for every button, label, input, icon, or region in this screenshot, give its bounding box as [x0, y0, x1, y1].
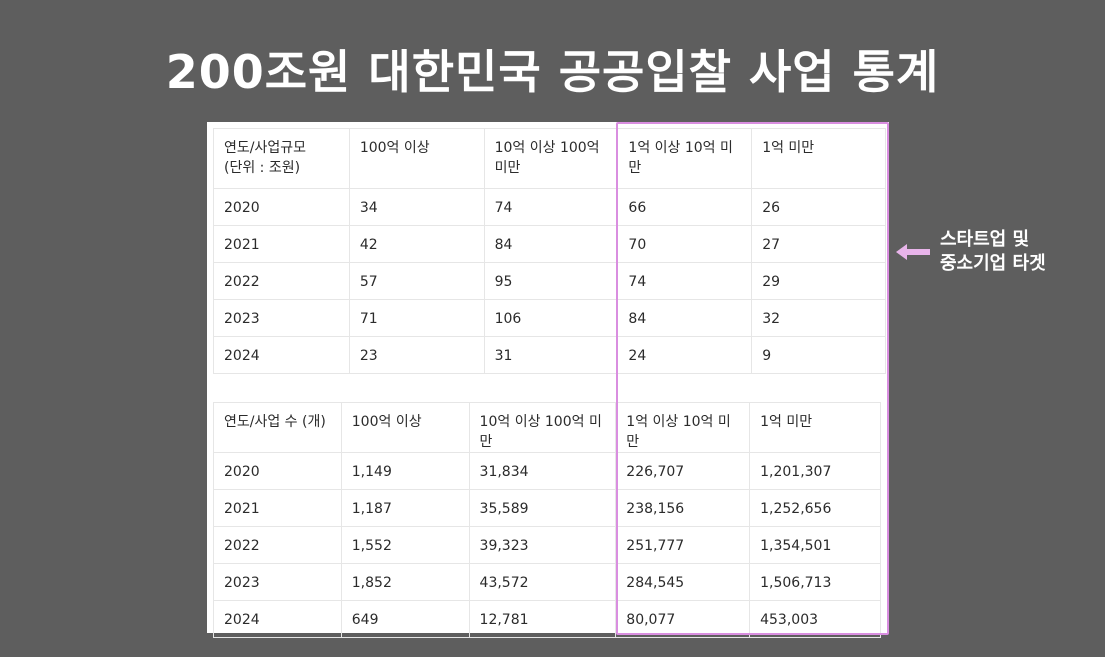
count-table-row: 2021 1,187 35,589 238,156 1,252,656 — [213, 489, 881, 527]
scale-value-cell: 84 — [617, 299, 753, 337]
count-value-cell: 1,252,656 — [749, 489, 881, 527]
scale-header-text: 100억 이상 — [359, 140, 430, 156]
callout-line-1: 스타트업 및 — [940, 229, 1030, 250]
count-year-cell: 2023 — [213, 563, 342, 601]
count-value-cell: 251,777 — [615, 526, 751, 564]
scale-value-cell: 27 — [751, 225, 886, 263]
count-value-cell: 1,149 — [340, 452, 470, 490]
scale-value-cell: 84 — [483, 225, 619, 263]
scale-value-cell: 29 — [751, 262, 886, 300]
count-table-row: 2020 1,149 31,834 226,707 1,201,307 — [213, 452, 881, 490]
count-year-cell: 2022 — [213, 526, 342, 564]
scale-value-cell: 23 — [348, 336, 485, 374]
count-header-text: 100억 이상 — [351, 414, 422, 430]
scale-value-cell: 32 — [751, 299, 886, 337]
count-value-cell: 1,201,307 — [749, 452, 881, 490]
count-value-cell: 1,354,501 — [749, 526, 881, 564]
scale-value-cell: 34 — [348, 188, 485, 226]
scale-year-cell: 2022 — [213, 262, 350, 300]
count-value-cell: 35,589 — [468, 489, 617, 527]
count-year-cell: 2020 — [213, 452, 342, 490]
scale-header-subtext: (단위 : 조원) — [224, 160, 301, 176]
count-value-cell: 80,077 — [615, 600, 751, 638]
count-table-row: 2023 1,852 43,572 284,545 1,506,713 — [213, 563, 881, 601]
scale-header-subtext: 미만 — [494, 160, 521, 176]
count-value-cell: 1,506,713 — [749, 563, 881, 601]
count-table-row: 2024 649 12,781 80,077 453,003 — [213, 600, 881, 638]
scale-header-cell: 1억 미만 — [751, 128, 886, 189]
count-value-cell: 43,572 — [468, 563, 617, 601]
count-header-cell: 10억 이상 100억 미만 — [468, 402, 617, 453]
count-year-cell: 2021 — [213, 489, 342, 527]
count-header-cell: 1억 미만 — [749, 402, 881, 453]
scale-table-row: 2021 42 84 70 27 — [213, 225, 886, 263]
scale-table-row: 2020 34 74 66 26 — [213, 188, 886, 226]
scale-year-cell: 2020 — [213, 188, 350, 226]
scale-header-text: 1억 미만 — [762, 140, 815, 156]
scale-header-row: 연도/사업규모 (단위 : 조원) 100억 이상 10억 이상 100억 미만 1억 이… — [213, 128, 886, 189]
count-header-cell: 연도/사업 수 (개) — [213, 402, 342, 453]
scale-header-text: 10억 이상 100억 — [494, 140, 600, 156]
tables-panel: 연도/사업규모 (단위 : 조원) 100억 이상 10억 이상 100억 미만 1억 이… — [207, 122, 889, 638]
scale-value-cell: 26 — [751, 188, 886, 226]
scale-value-cell: 24 — [617, 336, 753, 374]
count-value-cell: 31,834 — [468, 452, 617, 490]
count-header-text: 연도/사업 수 (개) — [224, 414, 326, 430]
scale-header-text: 연도/사업규모 — [224, 140, 306, 156]
scale-table-row: 2024 23 31 24 9 — [213, 336, 886, 374]
arrow-left-icon — [896, 244, 930, 260]
count-value-cell: 238,156 — [615, 489, 751, 527]
scale-value-cell: 31 — [483, 336, 619, 374]
scale-value-cell: 9 — [751, 336, 886, 374]
count-header-cell: 100억 이상 — [340, 402, 470, 453]
count-header-text: 10억 이상 100억 미만 — [479, 414, 602, 450]
count-header-row: 연도/사업 수 (개) 100억 이상 10억 이상 100억 미만 1억 이상 10… — [213, 402, 881, 453]
scale-value-cell: 71 — [348, 299, 485, 337]
scale-table-row: 2022 57 95 74 29 — [213, 262, 886, 300]
scale-header-cell: 100억 이상 — [348, 128, 485, 189]
count-value-cell: 39,323 — [468, 526, 617, 564]
scale-table-row: 2023 71 106 84 32 — [213, 299, 886, 337]
count-value-cell: 1,552 — [340, 526, 470, 564]
scale-year-cell: 2021 — [213, 225, 350, 263]
count-header-text: 1억 이상 10억 미만 — [626, 414, 731, 450]
project-count-table: 연도/사업 수 (개) 100억 이상 10억 이상 100억 미만 1억 이상 10… — [213, 402, 881, 638]
scale-header-cell: 1억 이상 10억 미만 — [617, 128, 753, 189]
scale-value-cell: 70 — [617, 225, 753, 263]
count-table-row: 2022 1,552 39,323 251,777 1,354,501 — [213, 526, 881, 564]
count-value-cell: 1,187 — [340, 489, 470, 527]
count-value-cell: 12,781 — [468, 600, 617, 638]
target-callout: 스타트업 및 중소기업 타겟 — [896, 228, 1046, 276]
scale-header-cell: 연도/사업규모 (단위 : 조원) — [213, 128, 350, 189]
page-title: 200조원 대한민국 공공입찰 사업 통계 — [165, 45, 940, 99]
count-value-cell: 226,707 — [615, 452, 751, 490]
count-header-text: 1억 미만 — [760, 414, 813, 430]
scale-value-cell: 57 — [348, 262, 485, 300]
count-value-cell: 649 — [340, 600, 470, 638]
scale-value-cell: 95 — [483, 262, 619, 300]
count-year-cell: 2024 — [213, 600, 342, 638]
scale-header-text: 1억 이상 10억 미만 — [628, 140, 733, 176]
count-value-cell: 453,003 — [749, 600, 881, 638]
scale-value-cell: 66 — [617, 188, 753, 226]
scale-year-cell: 2024 — [213, 336, 350, 374]
budget-scale-table: 연도/사업규모 (단위 : 조원) 100억 이상 10억 이상 100억 미만 1억 이… — [213, 128, 886, 374]
count-header-cell: 1억 이상 10억 미만 — [615, 402, 751, 453]
scale-value-cell: 42 — [348, 225, 485, 263]
scale-year-cell: 2023 — [213, 299, 350, 337]
callout-line-2: 중소기업 타겟 — [940, 253, 1046, 274]
count-value-cell: 1,852 — [340, 563, 470, 601]
scale-value-cell: 74 — [483, 188, 619, 226]
scale-value-cell: 106 — [483, 299, 619, 337]
scale-value-cell: 74 — [617, 262, 753, 300]
count-value-cell: 284,545 — [615, 563, 751, 601]
